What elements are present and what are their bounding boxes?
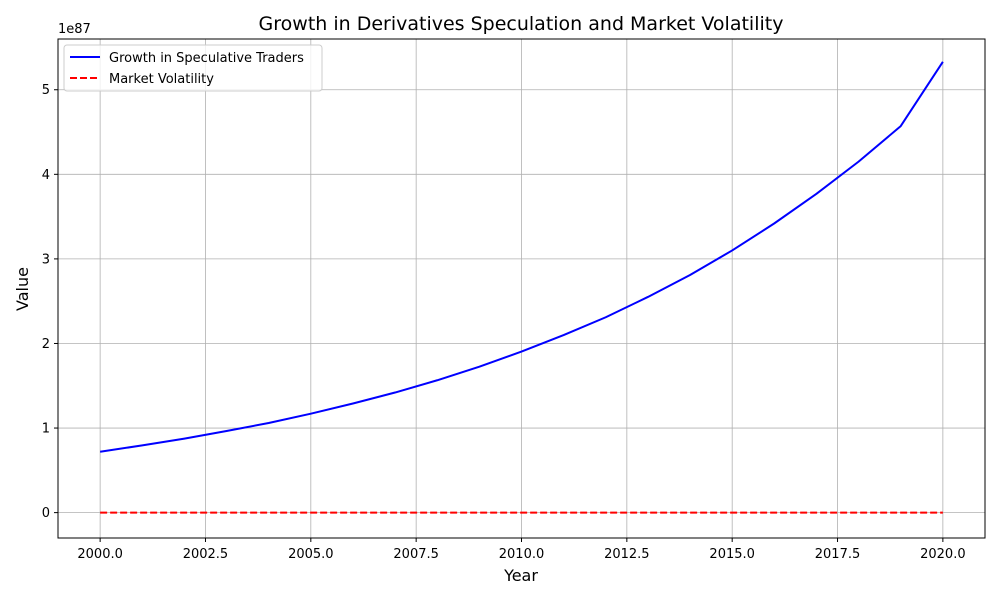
y-tick-label: 1 — [42, 422, 50, 437]
x-axis-ticks: 2000.0 2002.5 2005.0 2007.5 2010.0 2012.5 2015… — [77, 538, 966, 562]
legend: Growth in Speculative Traders Market Vol… — [63, 44, 323, 92]
x-tick-label: 2012.5 — [604, 547, 650, 562]
x-axis-label: Year — [503, 566, 538, 585]
chart-title: Growth in Derivatives Speculation and Ma… — [259, 13, 784, 35]
x-tick-label: 2007.5 — [393, 547, 439, 562]
y-axis-label: Value — [13, 267, 32, 311]
series-line-speculative-traders — [99, 61, 944, 453]
x-tick-label: 2020.0 — [920, 547, 966, 562]
x-tick-label: 2017.5 — [815, 547, 861, 562]
y-axis-offset-label: 1e87 — [58, 22, 91, 37]
y-tick-label: 2 — [42, 337, 50, 352]
x-tick-label: 2010.0 — [499, 547, 545, 562]
x-tick-label: 2015.0 — [709, 547, 755, 562]
y-axis-ticks: 0 1 2 3 4 5 — [42, 83, 58, 521]
x-tick-label: 2005.0 — [288, 547, 334, 562]
legend-box — [63, 44, 323, 92]
x-tick-label: 2000.0 — [77, 547, 123, 562]
legend-label-speculative-traders: Growth in Speculative Traders — [109, 51, 304, 66]
x-tick-label: 2002.5 — [183, 547, 229, 562]
y-tick-label: 4 — [42, 168, 50, 183]
y-tick-label: 3 — [42, 252, 50, 267]
y-tick-label: 5 — [42, 83, 50, 98]
y-tick-label: 0 — [42, 506, 50, 521]
series-group — [99, 61, 944, 514]
legend-label-market-volatility: Market Volatility — [109, 72, 214, 87]
